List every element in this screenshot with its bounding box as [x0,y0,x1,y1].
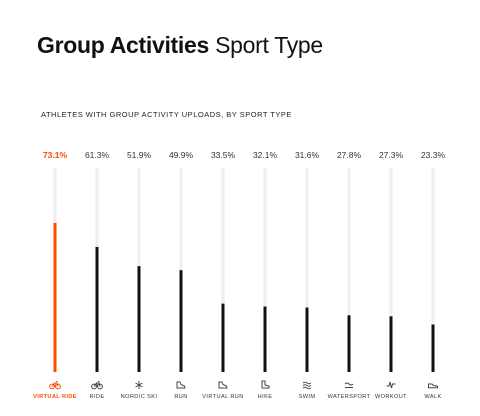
bar-track-run [179,168,183,372]
swim-icon [302,381,312,390]
wave-icon [344,382,354,388]
category-label-ride: RIDE [90,394,105,400]
category-label-workout: WORKOUT [375,394,407,400]
category-label-hike: HIKE [258,394,273,400]
chart-title: Group Activities Sport Type [37,30,323,60]
value-label-hike: 32.1% [253,150,278,160]
value-label-virtual-ride: 73.1% [43,150,68,160]
title-light: Sport Type [215,32,323,58]
bike-icon [91,381,103,390]
shoe-icon [176,381,186,389]
bike-icon [49,381,61,390]
bar-track-workout [389,168,393,372]
bar-hike [263,306,267,372]
bar-track-walk [431,168,435,372]
ski-icon [135,381,143,389]
title-bold: Group Activities [37,32,209,58]
category-label-nordic-ski: NORDIC SKI [121,394,158,400]
category-label-swim: SWIM [299,394,316,400]
category-label-walk: WALK [424,394,441,400]
boot-icon [261,380,270,389]
value-label-virtual-run: 33.5% [211,150,236,160]
value-label-nordic-ski: 51.9% [127,150,152,160]
bar-workout [389,316,393,372]
bar-watersport [347,315,351,372]
category-label-virtual-run: VIRTUAL RUN [202,394,243,400]
category-label-watersport: WATERSPORT [328,394,371,400]
bar-track-watersport [347,168,351,372]
walk-icon [428,383,438,389]
bar-swim [305,307,309,372]
pulse-icon [386,381,396,389]
value-label-watersport: 27.8% [337,150,362,160]
bar-virtual-run [221,303,225,372]
category-label-run: RUN [174,394,187,400]
bar-track-hike [263,168,267,372]
bar-virtual-ride [53,222,57,372]
category-label-virtual-ride: VIRTUAL RIDE [33,394,77,400]
bar-track-virtual-run [221,168,225,372]
value-label-workout: 27.3% [379,150,404,160]
value-label-walk: 23.3% [421,150,446,160]
chart-subtitle: ATHLETES WITH GROUP ACTIVITY UPLOADS, BY… [41,110,292,119]
value-label-swim: 31.6% [295,150,320,160]
bar-track-swim [305,168,309,372]
bar-run [179,270,183,372]
shoe-icon [218,381,228,389]
value-label-ride: 61.3% [85,150,110,160]
value-label-run: 49.9% [169,150,194,160]
bar-walk [431,324,435,372]
bar-nordic-ski [137,266,141,372]
bar-ride [95,246,99,372]
